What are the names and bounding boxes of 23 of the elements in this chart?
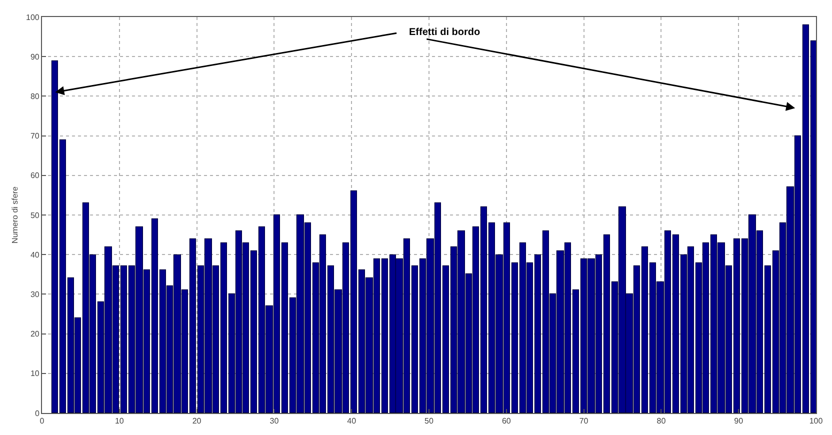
y-tick-label: 20 bbox=[30, 330, 40, 339]
y-tick-label: 60 bbox=[30, 171, 40, 180]
x-tick-label: 50 bbox=[424, 416, 434, 426]
y-tick-label: 50 bbox=[30, 210, 40, 220]
x-tick-label: 10 bbox=[114, 416, 124, 426]
y-tick-label: 70 bbox=[30, 132, 40, 141]
y-tick-label: 80 bbox=[30, 92, 40, 101]
x-tick-label: 60 bbox=[502, 416, 512, 426]
x-tick-label: 90 bbox=[734, 416, 744, 426]
y-tick-label: 30 bbox=[30, 290, 40, 299]
y-tick-label: 10 bbox=[30, 369, 40, 378]
x-tick-label: 80 bbox=[656, 416, 666, 426]
x-tick-label: 40 bbox=[347, 416, 357, 426]
y-tick-label: 100 bbox=[26, 12, 40, 22]
y-axis-title: Numero di sfere bbox=[10, 186, 20, 244]
annotation: Effetti di bordo bbox=[409, 27, 480, 38]
y-tick-label: 40 bbox=[30, 250, 40, 260]
x-tick-label: 100 bbox=[809, 416, 824, 426]
x-tick-label: 30 bbox=[270, 416, 280, 426]
y-tick-label: 0 bbox=[34, 408, 40, 418]
x-tick-label: 70 bbox=[579, 416, 589, 426]
x-tick-label: 20 bbox=[192, 416, 202, 426]
y-tick-label: 90 bbox=[30, 52, 40, 62]
